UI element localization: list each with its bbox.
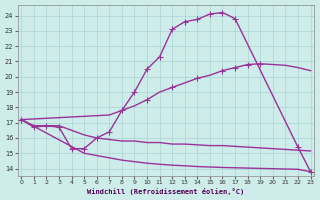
X-axis label: Windchill (Refroidissement éolien,°C): Windchill (Refroidissement éolien,°C) (87, 188, 244, 195)
